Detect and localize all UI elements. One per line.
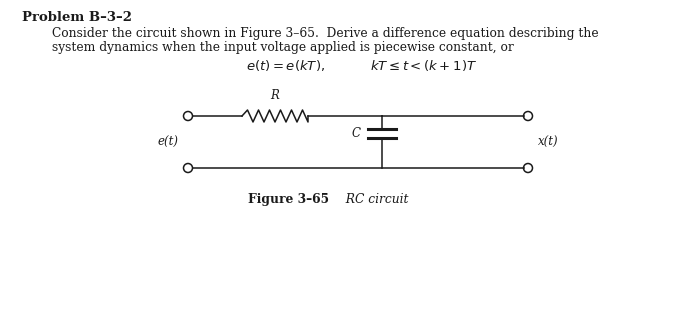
- Text: $e(t) = e(kT),$: $e(t) = e(kT),$: [246, 58, 325, 73]
- Text: $kT \leq t < (k+1)T$: $kT \leq t < (k+1)T$: [370, 58, 477, 73]
- Text: e(t): e(t): [157, 136, 178, 148]
- Text: RC circuit: RC circuit: [338, 193, 408, 206]
- Text: Problem B–3–2: Problem B–3–2: [22, 11, 132, 24]
- Text: Consider the circuit shown in Figure 3–65.  Derive a difference equation describ: Consider the circuit shown in Figure 3–6…: [52, 27, 598, 40]
- Text: system dynamics when the input voltage applied is piecewise constant, or: system dynamics when the input voltage a…: [52, 41, 514, 54]
- Text: x(t): x(t): [538, 136, 559, 148]
- Text: Figure 3–65: Figure 3–65: [248, 193, 338, 206]
- Text: C: C: [352, 127, 361, 140]
- Text: R: R: [271, 89, 279, 102]
